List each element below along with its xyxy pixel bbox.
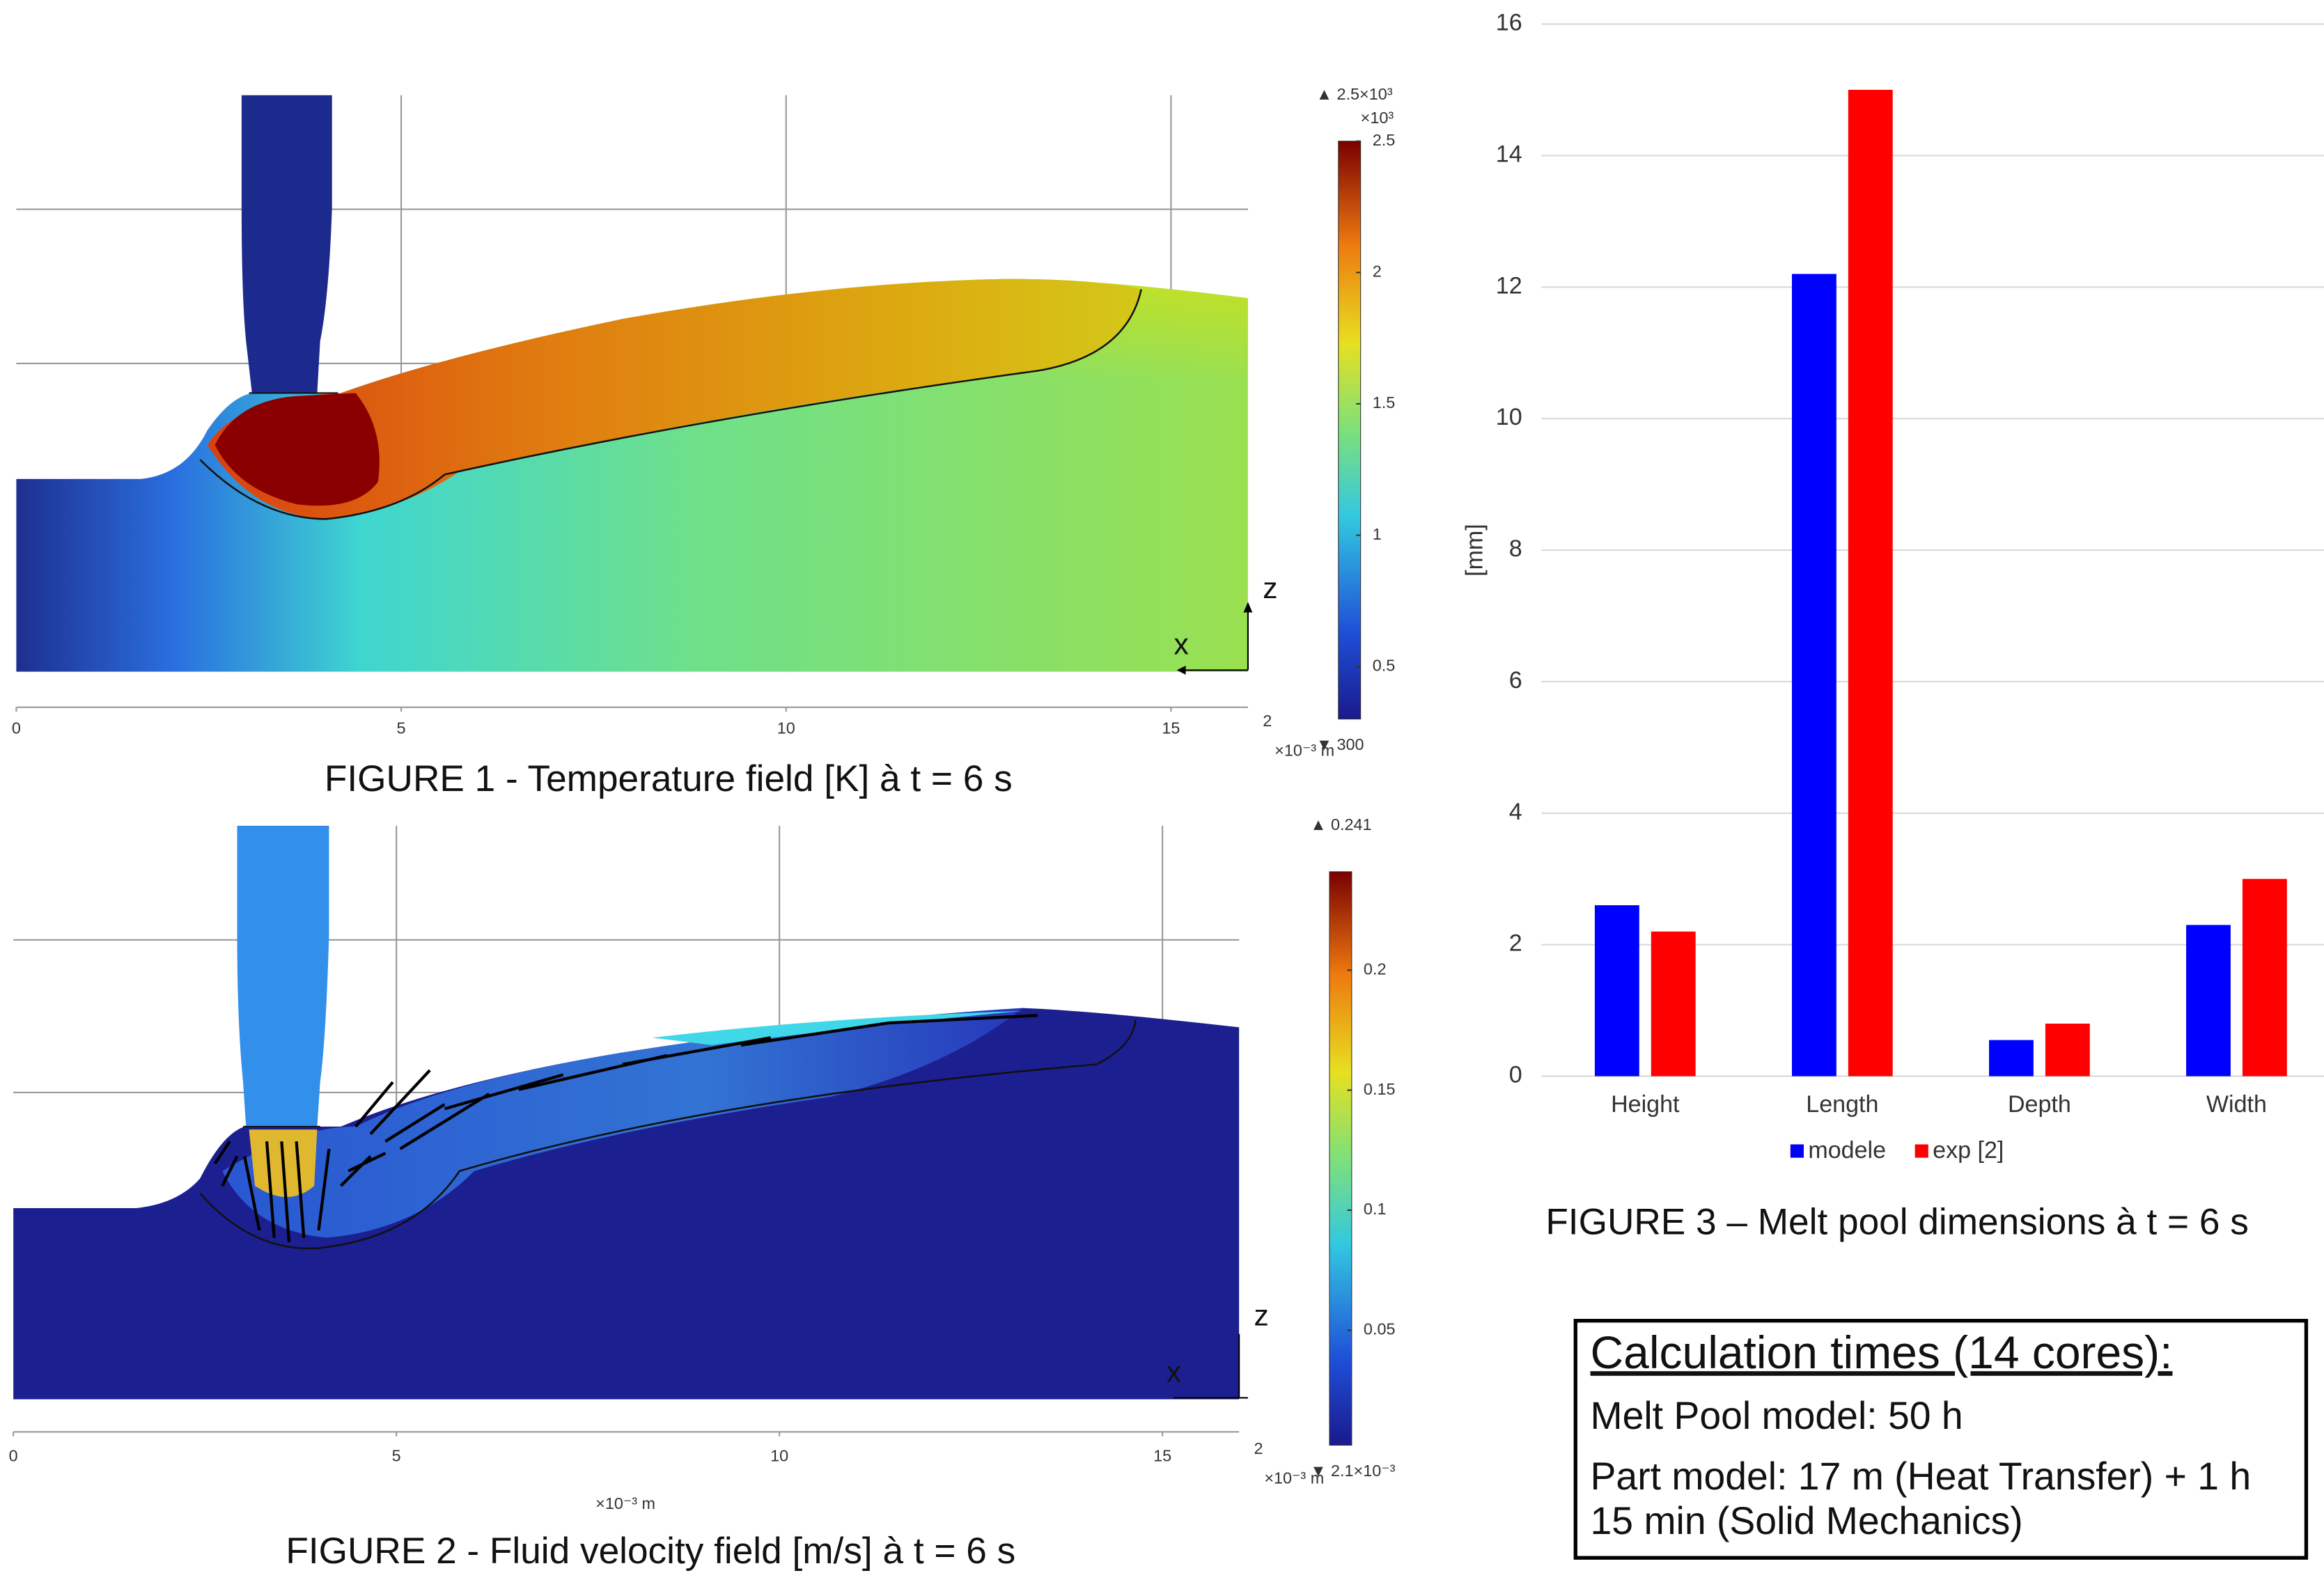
colorbar-tick-label: 0.05 bbox=[1364, 1320, 1396, 1338]
bar bbox=[2045, 1024, 2090, 1077]
colorbar-scale: ×10³ bbox=[1361, 109, 1394, 127]
y-tick-label: 2 bbox=[1509, 930, 1522, 957]
x-tick-label: 15 bbox=[1153, 1447, 1171, 1465]
y-tick-label: 8 bbox=[1509, 535, 1522, 562]
colorbar-tick-label: 2 bbox=[1373, 262, 1382, 280]
legend-swatch bbox=[1790, 1144, 1804, 1158]
legend-swatch bbox=[1914, 1144, 1928, 1158]
calc-line: Melt Pool model: 50 h bbox=[1591, 1394, 1963, 1437]
bar bbox=[1791, 274, 1836, 1077]
colorbar-max: ▲ 0.241 bbox=[1310, 815, 1371, 834]
x-unit: ×10⁻³ m bbox=[595, 1494, 655, 1512]
x-tick-label: 15 bbox=[1162, 719, 1180, 737]
x-unit: ×10⁻³ m bbox=[1264, 1469, 1324, 1487]
figure-caption: FIGURE 2 - Fluid velocity field [m/s] à … bbox=[286, 1531, 1015, 1572]
colorbar-tick-label: 0.5 bbox=[1373, 656, 1396, 674]
x-unit: ×10⁻³ m bbox=[1274, 742, 1334, 760]
y-tick-label: 10 bbox=[1496, 404, 1522, 430]
axis-label: x bbox=[1167, 1356, 1181, 1389]
flow-region bbox=[222, 1008, 1023, 1238]
x-tick-label: Height bbox=[1611, 1091, 1680, 1118]
legend-label: modele bbox=[1808, 1137, 1886, 1164]
bar bbox=[2186, 925, 2231, 1077]
calc-title: Calculation times (14 cores): bbox=[1591, 1327, 2173, 1378]
axis-label: z bbox=[1263, 572, 1277, 605]
axis-triad bbox=[1181, 608, 1249, 671]
y-axis-label: [mm] bbox=[1462, 524, 1488, 577]
colorbar-tick-label: 1 bbox=[1373, 525, 1382, 543]
nozzle bbox=[237, 825, 329, 1127]
colorbar-tick-label: 0.1 bbox=[1364, 1200, 1387, 1218]
colorbar bbox=[1329, 871, 1352, 1446]
colorbar bbox=[1338, 141, 1362, 720]
colorbar-max: ▲ 2.5×10³ bbox=[1316, 85, 1393, 103]
bar bbox=[2242, 879, 2287, 1077]
velocity-field bbox=[13, 1008, 1240, 1400]
axis-label: x bbox=[1174, 628, 1189, 662]
colorbar-tick-label: 2.5 bbox=[1373, 131, 1396, 149]
x-tick-label: 5 bbox=[392, 1447, 401, 1465]
contour-line bbox=[199, 1019, 1137, 1250]
colorbar-tick-label: 0.2 bbox=[1364, 960, 1387, 978]
contour-line bbox=[199, 289, 1142, 520]
axis-triad bbox=[1176, 602, 1253, 675]
calc-line: 15 min (Solid Mechanics) bbox=[1591, 1499, 2023, 1542]
arrow bbox=[243, 1141, 331, 1243]
figure-caption: FIGURE 3 – Melt pool dimensions à t = 6 … bbox=[1545, 1201, 2249, 1242]
y-tick-label: 12 bbox=[1496, 272, 1522, 299]
x-tick-label: Depth bbox=[2008, 1091, 2071, 1118]
y-tick-label: 4 bbox=[1509, 799, 1522, 825]
x-tick-label: 10 bbox=[777, 719, 795, 737]
axis-label: z bbox=[1254, 1299, 1268, 1333]
nozzle bbox=[241, 95, 332, 393]
legend-label: exp [2] bbox=[1933, 1137, 2004, 1164]
bar bbox=[1848, 89, 1893, 1077]
x-tick-label: 0 bbox=[12, 719, 21, 737]
arrow bbox=[354, 1014, 1038, 1150]
bar bbox=[1594, 905, 1639, 1077]
figure-caption: FIGURE 1 - Temperature field [K] à t = 6… bbox=[325, 758, 1013, 799]
melt-pool bbox=[215, 393, 380, 506]
hot-bead bbox=[207, 279, 1141, 519]
bar-chart: 0 2 4 6 8 10 12 14 16 Height Length Depth Width model… bbox=[1496, 10, 2324, 1164]
y-tick-label: 0 bbox=[1509, 1062, 1522, 1088]
colorbar-min: ▼ 2.1×10⁻³ bbox=[1310, 1462, 1395, 1480]
x-edge-label: 2 bbox=[1263, 712, 1272, 730]
bar bbox=[1989, 1040, 2034, 1077]
y-tick-label: 6 bbox=[1509, 667, 1522, 694]
axis-triad bbox=[1173, 1333, 1248, 1399]
x-tick-label: 5 bbox=[397, 719, 406, 737]
y-tick-label: 14 bbox=[1496, 141, 1522, 167]
x-tick-label: 0 bbox=[9, 1447, 18, 1465]
colorbar-tick-label: 1.5 bbox=[1373, 393, 1396, 412]
bar bbox=[1651, 931, 1696, 1077]
x-tick-label: Width bbox=[2206, 1091, 2267, 1118]
colorbar-tick-label: 0.15 bbox=[1364, 1080, 1396, 1098]
x-tick-label: 10 bbox=[770, 1447, 788, 1465]
y-tick-label: 16 bbox=[1496, 10, 1522, 36]
arrow bbox=[213, 1141, 387, 1187]
colorbar-min: ▼ 300 bbox=[1316, 735, 1364, 753]
calc-line: Part model: 17 m (Heat Transfer) + 1 h bbox=[1591, 1455, 2252, 1498]
calc-box bbox=[1573, 1319, 2309, 1560]
velocity-arrows bbox=[213, 1014, 1038, 1243]
x-edge-label: 2 bbox=[1254, 1439, 1263, 1457]
x-tick-label: Length bbox=[1806, 1091, 1878, 1118]
